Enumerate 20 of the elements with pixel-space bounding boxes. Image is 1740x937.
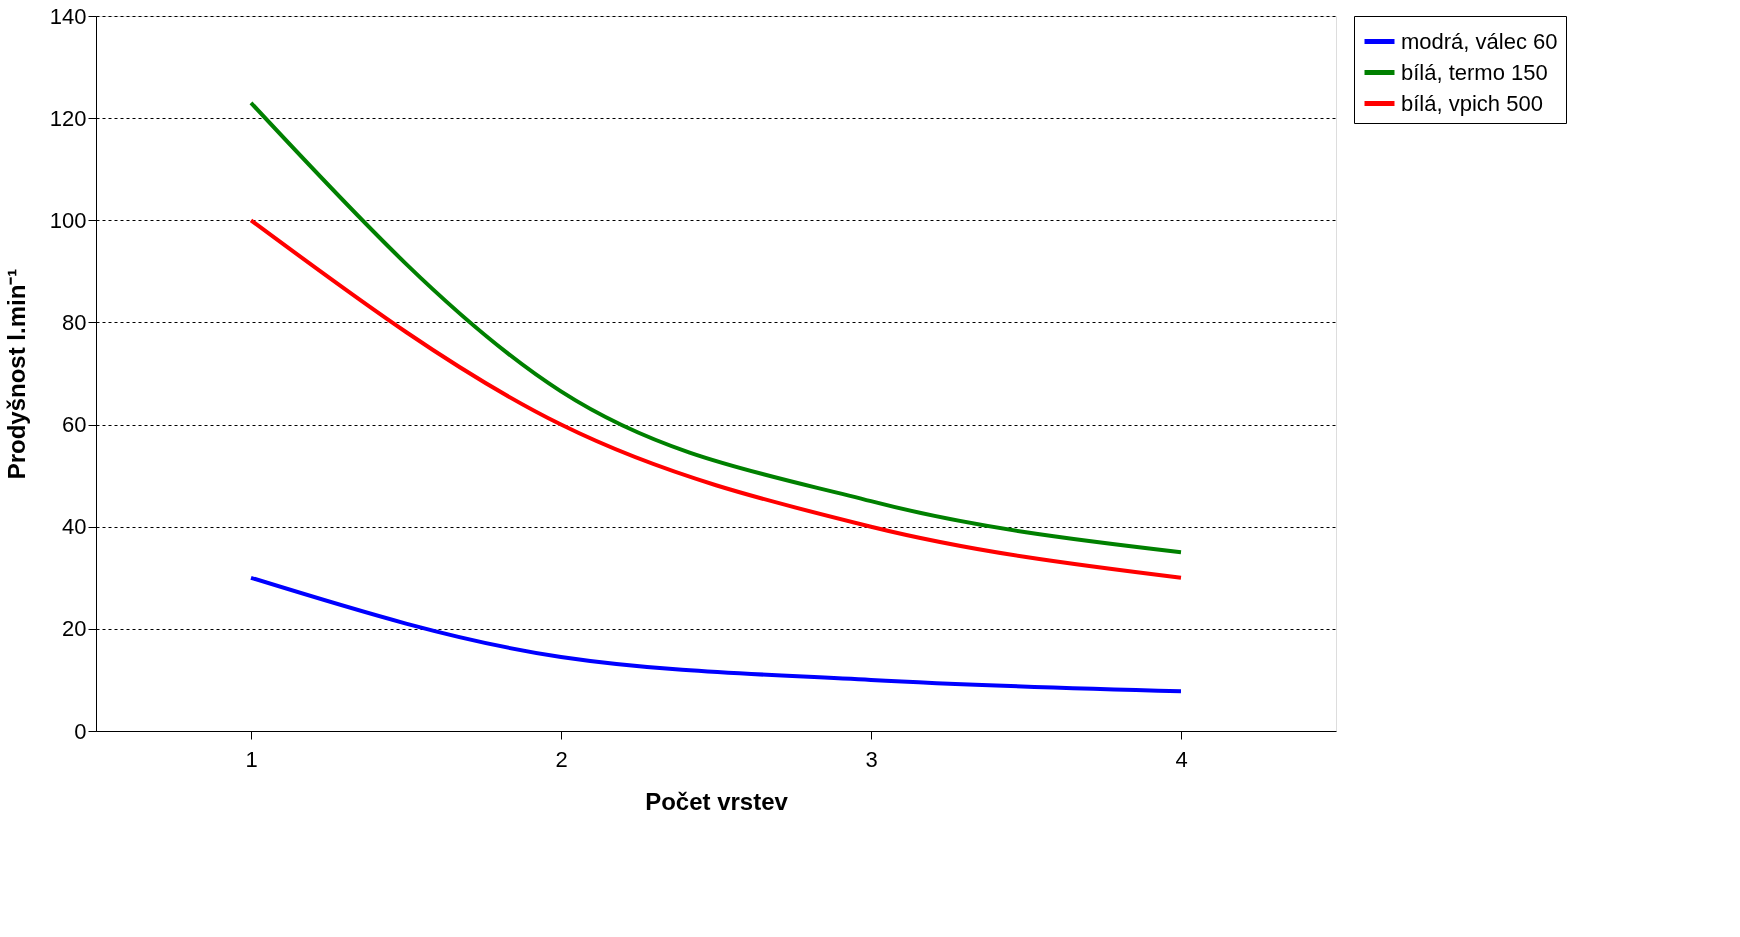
legend-label: modrá, válec 60	[1401, 28, 1558, 54]
line-series	[249, 575, 1183, 694]
y-tick-label: 40	[62, 514, 87, 540]
y-tick-label: 100	[49, 207, 87, 233]
x-tick-label: 1	[245, 746, 258, 772]
y-tick-label: 0	[74, 718, 87, 744]
x-axis-title: Počet vrstev	[645, 787, 789, 815]
legend-label: bílá, termo 150	[1401, 59, 1548, 85]
legend-label: bílá, vpich 500	[1401, 90, 1543, 116]
x-tick-label: 3	[865, 746, 878, 772]
y-tick-label: 80	[62, 309, 87, 335]
y-axis-title: Prodyšnost l.min⁻¹	[2, 268, 30, 480]
x-tick-label: 4	[1175, 746, 1188, 772]
x-tick-label: 2	[555, 746, 568, 772]
y-tick-label: 140	[49, 3, 87, 29]
line-series	[249, 100, 1183, 555]
y-tick-label: 60	[62, 412, 87, 438]
line-series	[249, 218, 1183, 580]
y-tick-label: 20	[62, 616, 87, 642]
y-tick-label: 120	[49, 105, 87, 131]
